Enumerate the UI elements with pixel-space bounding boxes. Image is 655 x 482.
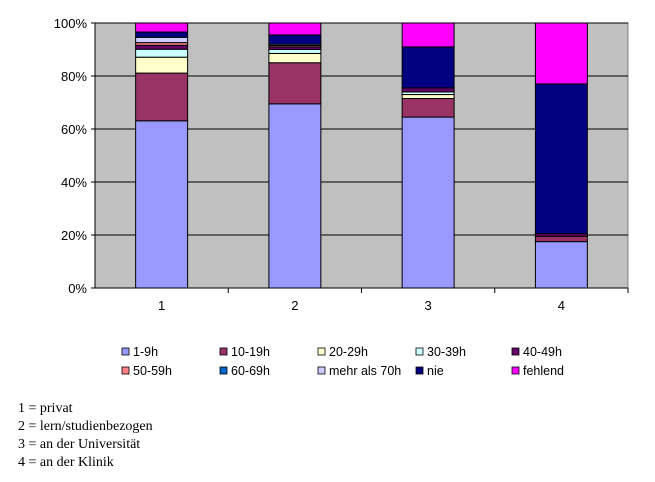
y-tick-label: 60% [61, 122, 87, 137]
bar-segment-nie [534, 83, 588, 235]
legend-swatch [511, 366, 520, 375]
y-tick-label: 80% [61, 69, 87, 84]
legend-label: 60-69h [231, 364, 270, 378]
bar-segment-fehlend [135, 22, 189, 33]
legend-swatch [415, 347, 424, 356]
bar-segment-30-39h [268, 49, 322, 54]
legend-label: 40-49h [523, 345, 562, 359]
bar-segment-nie [135, 31, 189, 38]
legend-swatch [121, 347, 130, 356]
bar-segment-1-9h [401, 116, 455, 289]
bar-segment-20-29h [401, 94, 455, 100]
legend-label: 20-29h [329, 345, 368, 359]
note-1: 1 = privat [18, 401, 73, 416]
bar-segment-1-9h [268, 103, 322, 289]
legend-label: 30-39h [427, 345, 466, 359]
legend-label: 50-59h [133, 364, 172, 378]
bar-segment-fehlend [401, 22, 455, 48]
bar-segment-mehr-als-70h [135, 36, 189, 44]
bar-segment-10-19h [268, 62, 322, 105]
legend-swatch [121, 366, 130, 375]
bar-segment-20-29h [135, 56, 189, 74]
bar-segment-10-19h [401, 98, 455, 118]
bar-segment-10-19h [135, 72, 189, 122]
legend-label: 10-19h [231, 345, 270, 359]
x-tick-label: 2 [291, 298, 298, 313]
bar-segment-20-29h [268, 52, 322, 64]
y-tick-label: 20% [61, 228, 87, 243]
y-tick-label: 40% [61, 175, 87, 190]
note-2: 2 = lern/studienbezogen [18, 419, 153, 434]
legend-swatch [219, 366, 228, 375]
x-tick-label: 4 [558, 298, 565, 313]
bar-segment-nie [401, 46, 455, 89]
legend-swatch [415, 366, 424, 375]
legend-swatch [317, 366, 326, 375]
legend-swatch [511, 347, 520, 356]
note-4: 4 = an der Klinik [18, 455, 114, 470]
legend-swatch [317, 347, 326, 356]
legend-label: 1-9h [133, 345, 158, 359]
x-tick-label: 1 [158, 298, 165, 313]
bar-segment-30-39h [135, 48, 189, 58]
legend-label: fehlend [523, 364, 564, 378]
bar-segment-40-49h [401, 87, 455, 93]
bar-segment-fehlend [534, 22, 588, 85]
bar-segment-fehlend [268, 22, 322, 36]
y-tick-label: 100% [54, 16, 88, 31]
legend-label: nie [427, 364, 444, 378]
legend-label: mehr als 70h [329, 364, 401, 378]
bar-segment-10-19h [534, 235, 588, 243]
bar-segment-nie [268, 34, 322, 45]
y-tick-label: 0% [68, 281, 87, 296]
bar-segment-1-9h [135, 120, 189, 289]
x-tick-label: 3 [425, 298, 432, 313]
stacked-bar-chart: 0% 20% 40% 60% 80% 100% 1 2 3 4 1-9h 10-19h 20-29h 30… [54, 16, 629, 378]
note-3: 3 = an der Universität [18, 437, 141, 452]
bar-segment-1-9h [534, 241, 588, 289]
bar-segment-40-49h [135, 44, 189, 50]
legend-swatch [219, 347, 228, 356]
